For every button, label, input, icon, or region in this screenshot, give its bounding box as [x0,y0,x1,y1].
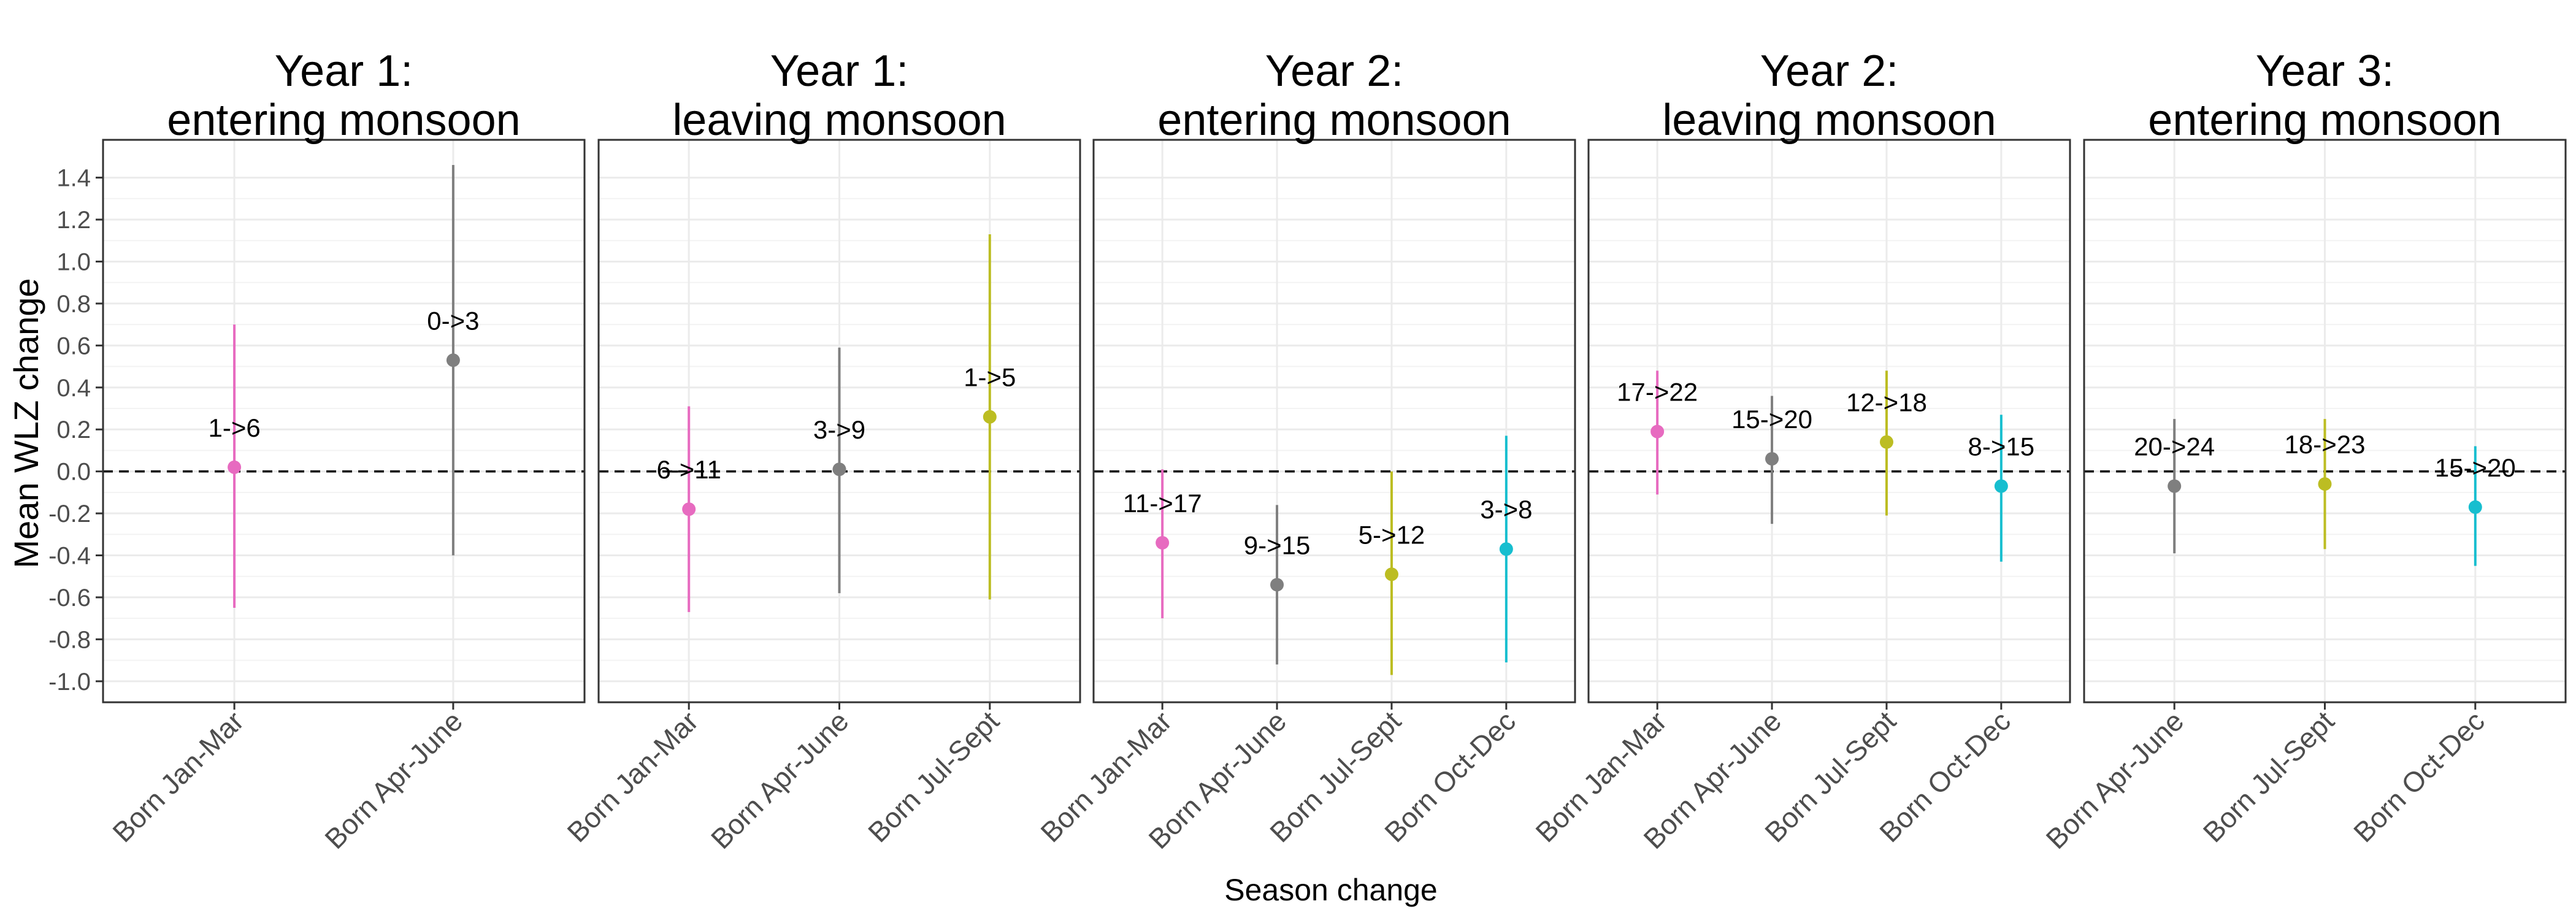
x-tick-label: Born Jul-Sept [2197,705,2340,848]
panel-title-line2: leaving monsoon [672,96,1006,145]
data-point [1270,578,1284,592]
data-point [1156,535,1170,550]
panel-5: 20->24 Born Apr-June 18->23 Born Jul-Sept 15… [2040,47,2567,855]
point-label: 3->9 [813,415,865,444]
point-label: 15->20 [1731,405,1812,434]
x-tick-label: Born Apr-June [2040,705,2190,855]
point-label: 8->15 [1968,432,2035,461]
point-label: 12->18 [1846,388,1927,417]
panel-background [103,140,585,702]
x-tick-label: Born Apr-June [318,705,469,855]
y-tick-label: 1.4 [56,165,91,192]
panel-title-line1: Year 2: [1760,47,1899,96]
y-tick-label: -1.0 [48,669,91,696]
panel-title-line1: Year 3: [2256,47,2394,96]
y-tick-label: 0.2 [56,416,91,443]
x-tick-label: Born Jan-Mar [561,705,704,848]
data-point [2168,479,2182,493]
y-tick-label: 0.8 [56,291,91,318]
y-tick-label: -0.6 [48,585,91,611]
y-tick-label: 0.4 [56,375,91,402]
y-tick-label: -0.4 [48,542,91,569]
x-tick-label: Born Oct-Dec [2347,705,2491,848]
data-point [2468,500,2482,514]
panel-border [597,139,1081,703]
data-point [1650,424,1665,439]
point-label: 9->15 [1244,531,1311,559]
x-axis-title: Season change [1224,873,1438,907]
panel-title-line2: entering monsoon [167,96,520,145]
point-label: 1->6 [208,413,260,442]
panel-border [102,139,586,703]
panel-title-line2: entering monsoon [1157,96,1511,145]
panel-title-line1: Year 1: [275,47,413,96]
x-tick-label: Born Jan-Mar [106,705,250,848]
panel-border [2083,139,2567,703]
panel-title-line1: Year 2: [1265,47,1404,96]
data-point [228,460,242,474]
panel-border [1092,139,1576,703]
data-point [983,410,997,424]
point-label: 17->22 [1617,378,1698,407]
y-axis: -1.0 -0.8 -0.6 -0.4 -0.2 0.0 0.2 0.4 0.6 0.8 1.0 1.… [48,165,103,696]
panel-border [1587,139,2071,703]
panel-background [1094,140,1575,702]
y-tick-label: -0.2 [48,500,91,527]
point-label: 5->12 [1359,520,1425,549]
panel-title-line2: leaving monsoon [1662,96,1996,145]
y-tick-label: 0.0 [56,459,91,486]
data-point [1994,479,2008,493]
point-label: 6->11 [656,455,721,484]
y-tick-label: 1.0 [56,248,91,275]
panels-layer: -1.0 -0.8 -0.6 -0.4 -0.2 0.0 0.2 0.4 0.6 0.8 1.0 1.… [48,47,2567,855]
y-tick-label: 1.2 [56,207,91,234]
data-point [2318,477,2332,491]
y-tick-label: -0.8 [48,626,91,653]
panel-background [1589,140,2070,702]
data-point [1499,542,1513,556]
data-point [832,462,846,477]
panel-2: 6->11 Born Jan-Mar 3->9 Born Apr-June 1->5 Bo… [561,47,1081,855]
data-point [1765,452,1779,466]
y-tick-label: 0.6 [56,332,91,359]
panel-title-line1: Year 1: [770,47,909,96]
data-point [1879,435,1893,449]
point-label: 20->24 [2134,432,2215,461]
data-point [682,502,696,516]
panel-1: 1->6 Born Jan-Mar 0->3 Born Apr-June Year 1:… [102,47,586,855]
x-tick-label: Born Apr-June [705,705,855,855]
y-axis-title: Mean WLZ change [7,278,45,568]
point-label: 1->5 [964,363,1016,392]
x-tick-label: Born Jul-Sept [862,705,1005,848]
point-label: 0->3 [427,306,479,335]
point-label: 3->8 [1480,495,1532,524]
panel-title-line2: entering monsoon [2148,96,2501,145]
point-label: 11->17 [1123,489,1202,518]
data-point [1384,567,1398,581]
point-label: 15->20 [2435,453,2516,482]
point-label: 18->23 [2285,430,2366,459]
data-point [446,353,460,367]
